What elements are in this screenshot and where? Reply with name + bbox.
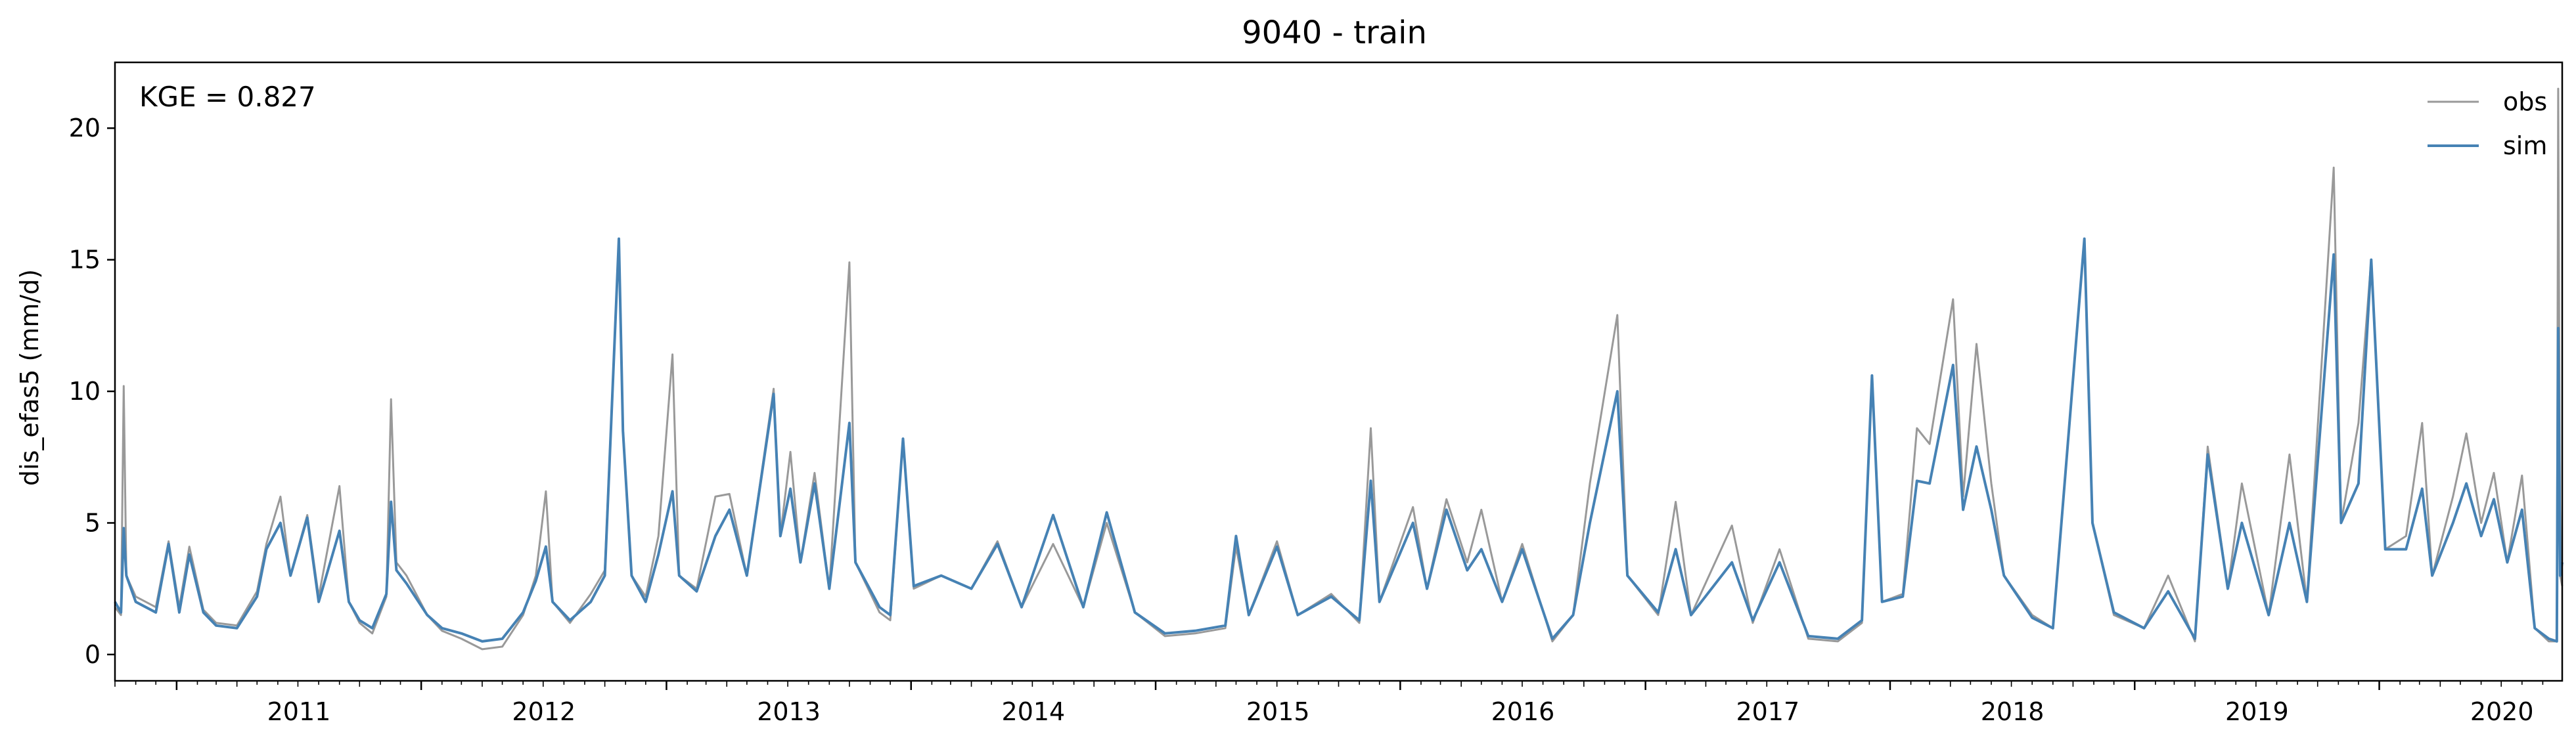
x-tick-label: 2016 xyxy=(1491,697,1555,726)
y-tick-label: 20 xyxy=(69,114,101,142)
series-line-sim xyxy=(114,237,2564,643)
x-axis-minor-ticks xyxy=(114,681,2544,687)
y-axis-label: dis_efas5 (mm/d) xyxy=(15,269,44,486)
x-tick-label: 2020 xyxy=(2470,697,2534,726)
y-tick-label: 0 xyxy=(85,640,101,669)
y-tick-label: 15 xyxy=(69,246,101,274)
x-tick-label: 2018 xyxy=(1981,697,2045,726)
plot-frame xyxy=(114,61,2564,682)
x-axis-ticks: 2011 2012 2013 2014 2015 2016 2017 2018 2019 2020 xyxy=(175,681,2534,726)
x-tick-label: 2017 xyxy=(1736,697,1799,726)
y-axis-ticks: 0 5 10 15 20 xyxy=(69,114,115,669)
legend-label-sim: sim xyxy=(2503,131,2547,160)
x-tick-label: 2011 xyxy=(267,697,331,726)
x-tick-label: 2015 xyxy=(1246,697,1310,726)
y-tick-label: 10 xyxy=(69,377,101,406)
series-group xyxy=(114,87,2564,651)
x-tick-label: 2013 xyxy=(757,697,821,726)
legend: obs sim xyxy=(2428,87,2547,160)
y-tick-label: 5 xyxy=(85,508,101,537)
x-tick-label: 2019 xyxy=(2225,697,2289,726)
series-line-obs xyxy=(114,87,2564,651)
kge-annotation: KGE = 0.827 xyxy=(139,81,316,113)
x-tick-label: 2014 xyxy=(1002,697,1066,726)
x-tick-label: 2012 xyxy=(512,697,576,726)
legend-label-obs: obs xyxy=(2503,87,2547,116)
chart-title: 9040 - train xyxy=(1242,14,1427,51)
